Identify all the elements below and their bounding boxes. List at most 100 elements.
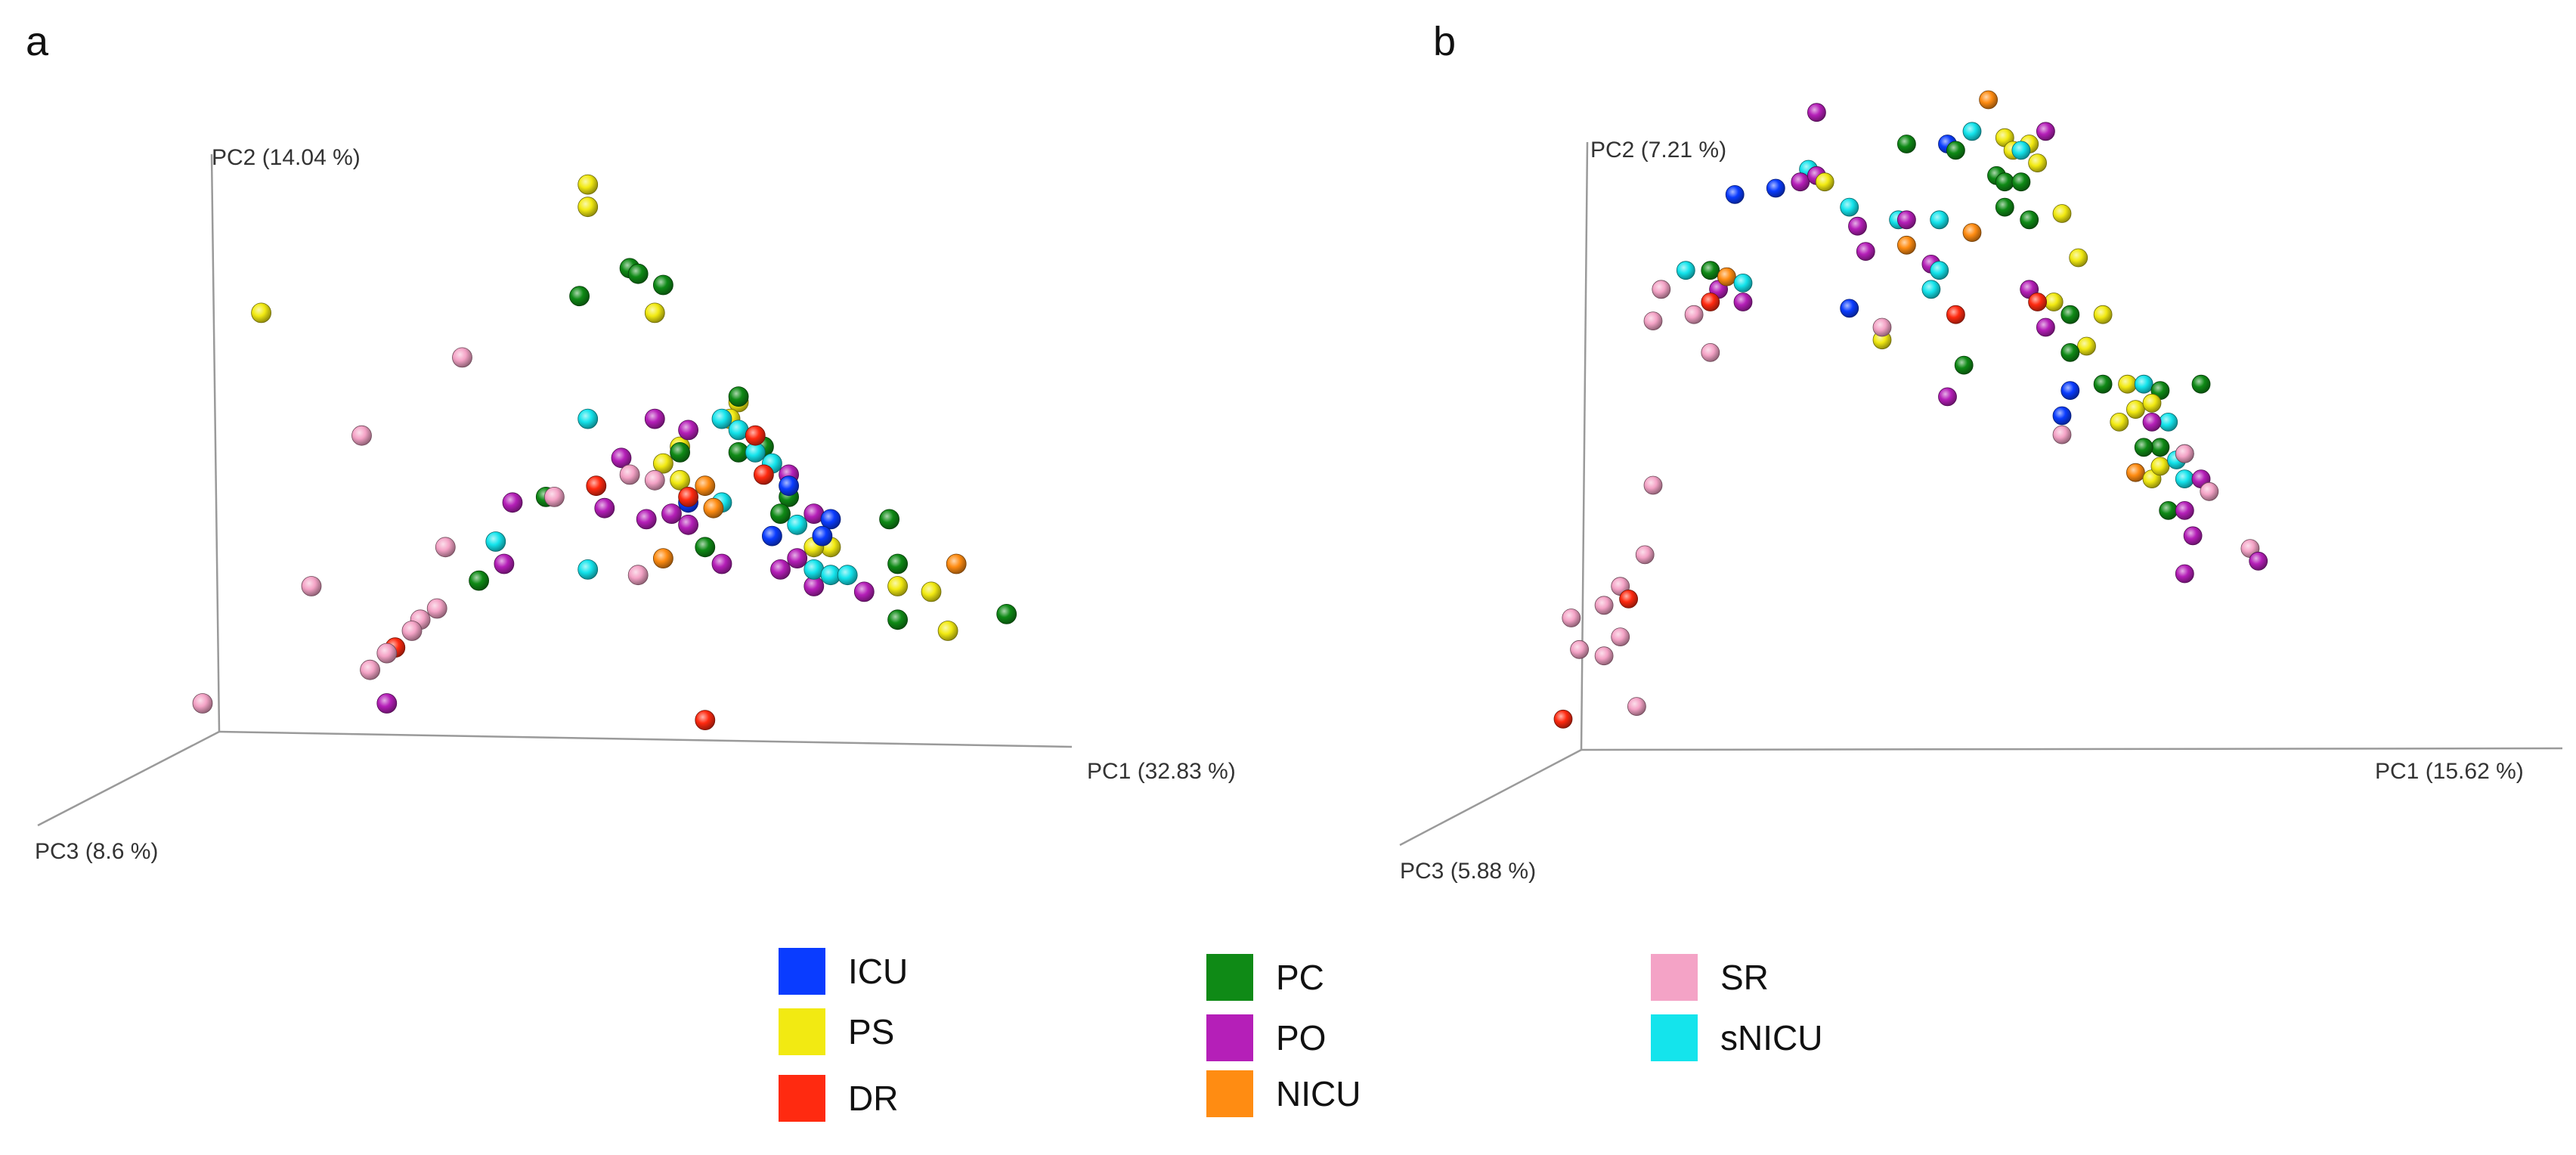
point-a-icu-62 — [820, 509, 841, 530]
point-a-sr-84 — [192, 693, 213, 714]
panel-label-b: b — [1433, 19, 1457, 64]
point-b-dr-95 — [1619, 590, 1639, 608]
legend-label-snicu: sNICU — [1720, 1018, 1823, 1057]
point-b-ps-6 — [2028, 153, 2048, 173]
point-b-po-73 — [2183, 526, 2203, 546]
point-a-po-47 — [678, 514, 698, 535]
point-a-nicu-71 — [695, 475, 716, 497]
point-a-ps-3 — [644, 302, 665, 324]
point-a-nicu-74 — [946, 553, 967, 574]
legend-item-icu: ICU — [779, 945, 908, 998]
point-a-sr-78 — [435, 537, 456, 558]
point-b-dr-41 — [1946, 305, 1965, 324]
point-a-pc-21 — [879, 509, 899, 530]
point-b-snicu-33 — [1930, 210, 1949, 230]
point-b-po-59 — [2142, 413, 2162, 432]
point-b-sr-67 — [2175, 444, 2194, 463]
point-a-po-34 — [594, 497, 615, 519]
point-a-po-31 — [644, 408, 665, 429]
legend-item-sr: SR — [1651, 951, 1769, 1004]
point-b-nicu-0 — [1979, 90, 1999, 110]
legend-swatch-icu — [779, 948, 825, 995]
point-a-pc-26 — [469, 570, 489, 591]
legend-item-nicu: NICU — [1206, 1067, 1361, 1120]
point-b-po-74 — [2175, 564, 2194, 584]
point-b-pc-47 — [1954, 355, 1974, 375]
legend-label-ps: PS — [848, 1012, 895, 1051]
point-b-sr-79 — [1872, 317, 1892, 337]
point-b-nicu-35 — [1896, 235, 1916, 255]
point-b-po-89 — [1733, 293, 1753, 311]
panel-a-pc2-label: PC2 (14.04 %) — [212, 145, 361, 170]
point-b-sr-96 — [1611, 627, 1630, 646]
point-b-pc-61 — [2134, 438, 2153, 457]
point-a-pc-30 — [770, 503, 791, 524]
point-a-sr-79 — [426, 598, 447, 619]
point-a-po-44 — [502, 492, 523, 513]
point-b-snicu-58 — [2159, 413, 2178, 432]
point-b-nicu-62 — [2126, 463, 2145, 482]
point-b-icu-77 — [1840, 299, 1859, 318]
point-a-sr-83 — [360, 659, 381, 680]
point-b-po-76 — [2249, 551, 2268, 571]
point-b-sr-98 — [1562, 608, 1581, 627]
point-b-pc-15 — [1995, 197, 2014, 217]
legend-swatch-po — [1206, 1014, 1253, 1061]
point-b-icu-50 — [2052, 406, 2072, 426]
point-b-pc-43 — [2060, 305, 2080, 324]
panel-a-pc1-label: PC1 (32.83 %) — [1087, 759, 1236, 784]
point-a-dr-70 — [695, 710, 716, 730]
point-a-po-36 — [661, 503, 682, 524]
point-a-pc-17 — [569, 286, 590, 307]
point-b-po-32 — [1896, 210, 1916, 230]
point-b-sr-81 — [1684, 305, 1704, 324]
point-b-ps-20 — [2044, 293, 2064, 311]
point-b-pc-13 — [1995, 172, 2014, 192]
point-a-sr-82 — [376, 643, 398, 664]
legend-item-snicu: sNICU — [1651, 1011, 1822, 1064]
legend-swatch-snicu — [1651, 1014, 1698, 1061]
point-a-po-46 — [376, 693, 398, 714]
point-b-pc-85 — [1701, 261, 1720, 280]
point-a-ps-12 — [653, 453, 673, 474]
point-b-ps-54 — [2126, 400, 2145, 419]
point-b-sr-82 — [1643, 311, 1663, 331]
panel-a-pc3-label: PC3 (8.6 %) — [35, 839, 158, 864]
point-b-ps-57 — [2110, 413, 2129, 432]
panel-a-pc3-axis — [37, 730, 220, 827]
point-b-ps-52 — [2118, 374, 2138, 394]
point-b-sr-99 — [1627, 697, 1646, 716]
point-b-sr-70 — [2200, 482, 2219, 501]
point-b-ps-56 — [2142, 393, 2162, 413]
point-a-snicu-58 — [577, 559, 599, 580]
panel-a-points — [192, 174, 1017, 730]
point-b-dr-90 — [1701, 293, 1720, 311]
legend-label-po: PO — [1276, 1018, 1327, 1057]
point-b-snicu-28 — [1840, 197, 1859, 217]
point-b-ps-64 — [2150, 457, 2170, 476]
legend-label-icu: ICU — [848, 952, 909, 991]
legend-swatch-sr — [1651, 954, 1698, 1001]
panel-b-pc1-axis — [1581, 747, 2563, 751]
point-b-po-72 — [2175, 501, 2194, 520]
legend-label-dr: DR — [848, 1079, 899, 1118]
point-b-nicu-34 — [1962, 223, 1982, 243]
legend-item-pc: PC — [1206, 951, 1324, 1004]
point-b-pc-60 — [2150, 438, 2170, 457]
point-b-sr-51 — [2052, 425, 2072, 444]
point-b-ps-18 — [2069, 248, 2088, 268]
point-a-icu-60 — [779, 475, 799, 497]
point-a-dr-65 — [586, 475, 607, 497]
point-a-po-33 — [611, 447, 632, 469]
point-b-pc-9 — [1946, 141, 1965, 160]
point-b-ps-19 — [2093, 305, 2113, 324]
point-a-sr-77 — [301, 576, 322, 596]
panel-a-pc2-axis — [210, 153, 221, 732]
point-a-po-39 — [787, 548, 808, 568]
point-a-sr-85 — [544, 487, 565, 507]
point-b-po-2 — [2036, 122, 2055, 141]
point-a-sr-86 — [627, 565, 649, 586]
point-a-dr-67 — [754, 464, 774, 485]
point-a-ps-11 — [937, 621, 958, 641]
point-b-po-48 — [1938, 387, 1957, 407]
